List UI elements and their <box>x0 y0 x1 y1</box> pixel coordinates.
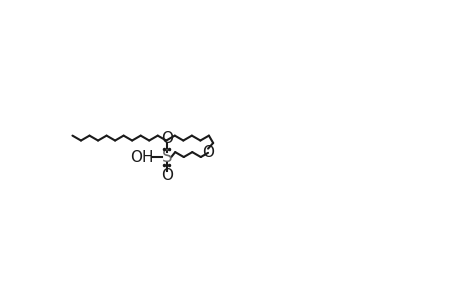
Text: O: O <box>160 131 172 146</box>
Text: O: O <box>202 145 213 160</box>
Text: S: S <box>161 148 172 166</box>
Text: OH: OH <box>130 149 153 164</box>
Text: O: O <box>160 168 172 183</box>
